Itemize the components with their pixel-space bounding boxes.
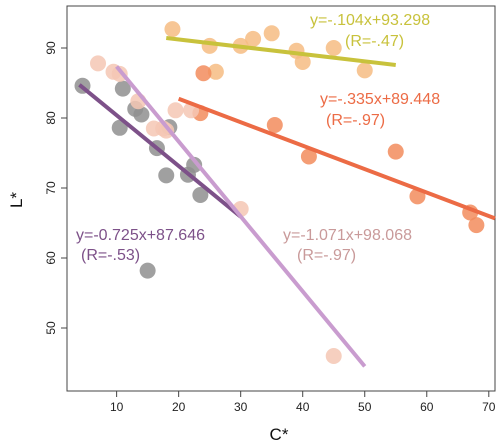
data-point xyxy=(245,30,262,47)
y-tick-label: 70 xyxy=(44,181,58,195)
data-point xyxy=(325,40,342,56)
data-point xyxy=(167,102,184,119)
data-point xyxy=(195,65,212,82)
r-label-orange: (R=-.97) xyxy=(326,112,385,129)
fit-line xyxy=(166,36,396,67)
data-point xyxy=(263,25,280,42)
plot-frame xyxy=(66,5,496,392)
ticks-layer: 10 20 30 40 50 60 70 50 60 70 80 90 xyxy=(44,41,496,414)
data-point xyxy=(325,348,342,364)
data-point xyxy=(192,187,209,203)
equation-purple: y=-0.725x+87.646 xyxy=(76,227,205,244)
r-label-yellow: (R=-.47) xyxy=(345,33,404,50)
data-point xyxy=(139,262,156,279)
equation-yellow: y=-.104x+93.298 xyxy=(310,12,430,29)
data-point xyxy=(266,117,283,133)
x-tick-label: 70 xyxy=(482,400,496,414)
data-point xyxy=(294,54,311,70)
data-point xyxy=(300,148,317,165)
x-tick-label: 20 xyxy=(172,400,186,414)
x-tick-label: 40 xyxy=(296,400,310,414)
data-point xyxy=(111,119,128,136)
y-tick-label: 50 xyxy=(44,321,58,335)
data-point xyxy=(114,80,131,97)
y-axis-title: L* xyxy=(7,192,26,208)
fit-line xyxy=(115,65,367,368)
data-point xyxy=(186,156,203,173)
x-tick-label: 60 xyxy=(420,400,434,414)
y-tick-label: 60 xyxy=(44,251,58,265)
x-axis-title: C* xyxy=(270,425,289,444)
fit-lines-layer xyxy=(78,36,496,368)
x-tick-label: 10 xyxy=(110,400,124,414)
y-tick-label: 90 xyxy=(44,41,58,55)
data-point xyxy=(201,37,218,54)
fit-line xyxy=(177,96,496,221)
data-point xyxy=(356,62,373,79)
equation-pink: y=-1.071x+98.068 xyxy=(283,227,412,244)
x-tick-label: 50 xyxy=(358,400,372,414)
data-point xyxy=(90,55,107,72)
data-point xyxy=(468,217,485,234)
fit-line xyxy=(78,83,242,219)
data-point xyxy=(164,21,181,38)
x-tick-label: 30 xyxy=(234,400,248,414)
data-point xyxy=(387,143,404,160)
r-label-pink: (R=-.97) xyxy=(297,247,356,264)
equation-orange: y=-.335x+89.448 xyxy=(320,91,440,108)
data-point xyxy=(133,106,150,123)
data-point xyxy=(207,63,224,80)
r-label-purple: (R=-.53) xyxy=(81,247,140,264)
data-point xyxy=(158,122,175,139)
y-tick-label: 80 xyxy=(44,111,58,125)
data-point xyxy=(158,167,175,184)
